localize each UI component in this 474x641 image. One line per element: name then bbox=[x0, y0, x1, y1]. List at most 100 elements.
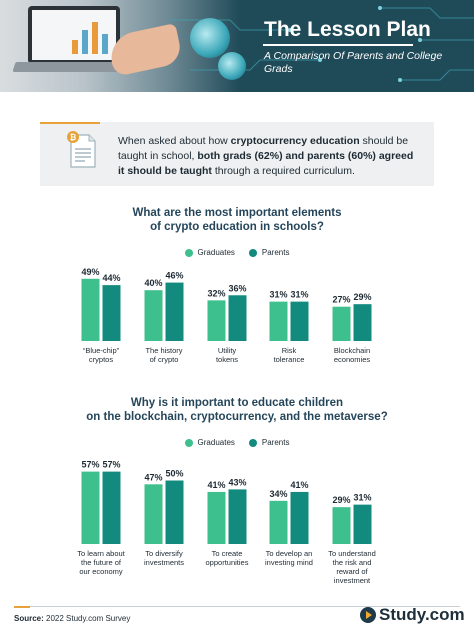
category-label-line: To understand bbox=[328, 549, 376, 558]
data-label: 31% bbox=[290, 290, 308, 300]
data-label: 36% bbox=[228, 283, 246, 293]
study-com-logo: Study.com bbox=[360, 605, 465, 625]
footer-accent-line bbox=[14, 606, 30, 608]
category-label-line: investment bbox=[334, 576, 371, 585]
data-label: 57% bbox=[81, 460, 99, 470]
title-underline bbox=[263, 44, 413, 46]
bar-graduates bbox=[144, 484, 163, 544]
data-label: 57% bbox=[102, 460, 120, 470]
chart-2-legend: Graduates Parents bbox=[0, 438, 474, 447]
category-label-line: To develop an bbox=[266, 549, 313, 558]
screen-bar bbox=[72, 40, 78, 54]
category-label-line: of crypto bbox=[150, 355, 179, 364]
bar-parents bbox=[290, 301, 309, 341]
circuit-pattern bbox=[170, 6, 474, 82]
intro-text-3: through a required curriculum. bbox=[211, 165, 355, 177]
data-label: 50% bbox=[165, 469, 183, 479]
category-label-line: the future of bbox=[81, 558, 122, 567]
bar-parents bbox=[353, 304, 372, 341]
bar-graduates bbox=[207, 491, 226, 544]
header-banner: The Lesson Plan A Comparison Of Parents … bbox=[0, 0, 474, 92]
legend-label: Parents bbox=[261, 248, 290, 257]
chart-1-bars: 49% 40% 32% 31% 27% 44% 46% 36% 31% 29% “Blue-chip… bbox=[81, 267, 372, 364]
category-label-line: Risk bbox=[282, 346, 297, 355]
category-label-line: tolerance bbox=[274, 355, 305, 364]
bar-parents bbox=[165, 282, 184, 341]
chart-1-title: What are the most important elements of … bbox=[0, 206, 474, 234]
category-label: The history of crypto bbox=[145, 346, 182, 364]
category-label-line: To create bbox=[212, 549, 243, 558]
page-title: The Lesson Plan bbox=[264, 18, 431, 41]
source-note: Source: 2022 Study.com Survey bbox=[14, 614, 130, 623]
category-label-line: To diversify bbox=[145, 549, 183, 558]
category-label: Risk tolerance bbox=[274, 346, 305, 364]
category-label: To understand the risk and reward of invest… bbox=[328, 549, 376, 585]
document-bitcoin-icon: ₿ bbox=[67, 131, 96, 168]
crypto-coin-icon bbox=[190, 18, 230, 58]
data-label: 44% bbox=[102, 273, 120, 283]
intro-bold-2: both grads (62%) and parents (60%) agree… bbox=[118, 150, 414, 177]
data-label: 29% bbox=[353, 292, 371, 302]
screen-bar bbox=[82, 30, 88, 54]
bar-parents bbox=[353, 504, 372, 544]
category-label-line: opportunities bbox=[206, 558, 249, 567]
category-label: To diversify investments bbox=[144, 549, 184, 567]
intro-text: When asked about how cryptocurrency educ… bbox=[118, 134, 418, 179]
legend-label: Graduates bbox=[197, 438, 235, 447]
category-label-line: cryptos bbox=[89, 355, 113, 364]
bar-parents bbox=[165, 480, 184, 544]
data-label: 47% bbox=[144, 472, 162, 482]
legend-item-parents: Parents bbox=[248, 248, 290, 257]
source-text: 2022 Study.com Survey bbox=[43, 614, 131, 623]
bar-parents bbox=[228, 489, 247, 544]
chart-2-title-line: Why is it important to educate children bbox=[130, 397, 344, 409]
category-label-line: our economy bbox=[79, 567, 123, 576]
category-label-line: economies bbox=[334, 355, 371, 364]
bar-graduates bbox=[332, 507, 351, 544]
category-label-line: the risk and bbox=[333, 558, 372, 567]
graduates-swatch bbox=[184, 248, 193, 257]
bar-graduates bbox=[81, 471, 100, 544]
play-icon bbox=[360, 607, 376, 623]
bar-parents bbox=[102, 471, 121, 544]
chart-1-legend: Graduates Parents bbox=[0, 248, 474, 257]
parents-swatch bbox=[248, 248, 257, 257]
category-label-line: investments bbox=[144, 558, 184, 567]
legend-label: Graduates bbox=[197, 248, 235, 257]
category-label-line: reward of bbox=[336, 567, 368, 576]
bar-graduates bbox=[81, 278, 100, 341]
data-label: 31% bbox=[269, 290, 287, 300]
bar-graduates bbox=[207, 300, 226, 341]
brand-name: Study.com bbox=[379, 605, 465, 624]
laptop-screen bbox=[32, 10, 116, 60]
bar-graduates bbox=[332, 306, 351, 341]
screen-bar bbox=[102, 34, 108, 54]
data-label: 34% bbox=[269, 489, 287, 499]
screen-bar bbox=[92, 22, 98, 54]
category-label-line: The history bbox=[145, 346, 182, 355]
chart-1-title-line: of crypto education in schools? bbox=[150, 221, 324, 233]
data-label: 46% bbox=[165, 271, 183, 281]
data-label: 31% bbox=[353, 493, 371, 503]
data-label: 41% bbox=[290, 480, 308, 490]
category-label: To develop an investing mind bbox=[265, 549, 313, 567]
category-label-line: Utility bbox=[218, 346, 237, 355]
category-label: Blockchain economies bbox=[334, 346, 371, 364]
category-label: To create opportunities bbox=[206, 549, 249, 567]
bar-parents bbox=[228, 295, 247, 341]
category-label-line: tokens bbox=[216, 355, 238, 364]
data-label: 49% bbox=[81, 267, 99, 277]
laptop-illustration bbox=[28, 6, 120, 64]
bar-graduates bbox=[269, 500, 288, 544]
data-label: 41% bbox=[207, 480, 225, 490]
category-label: To learn about the future of our economy bbox=[77, 549, 125, 576]
data-label: 27% bbox=[332, 295, 350, 305]
graduates-swatch bbox=[184, 438, 193, 447]
chart-2-title-line: on the blockchain, cryptocurrency, and t… bbox=[86, 411, 388, 423]
intro-box bbox=[40, 122, 434, 186]
category-label: Utility tokens bbox=[216, 346, 238, 364]
category-label-line: investing mind bbox=[265, 558, 313, 567]
bar-parents bbox=[102, 285, 121, 341]
intro-bold-1: cryptocurrency education bbox=[230, 135, 360, 147]
data-label: 29% bbox=[332, 495, 350, 505]
